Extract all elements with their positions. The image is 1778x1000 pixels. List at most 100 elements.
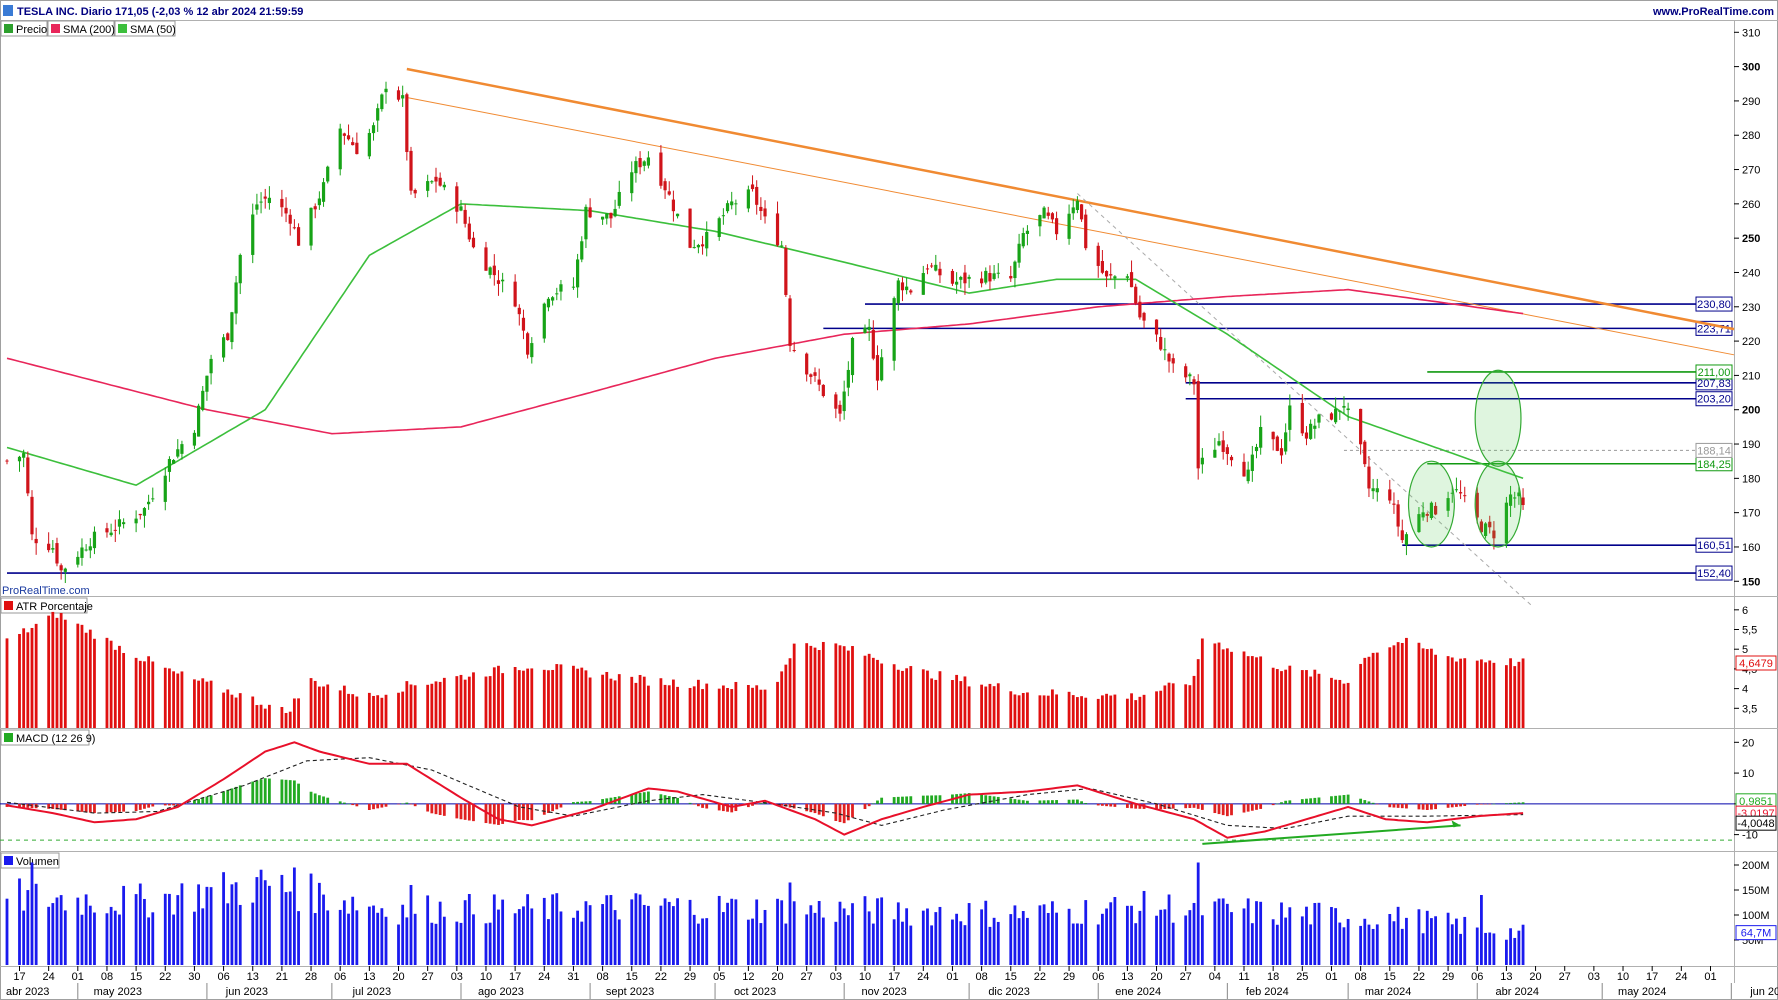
x-tick-label: 15 xyxy=(1005,971,1017,983)
volume-bar xyxy=(1188,910,1192,965)
macd-histogram-bar xyxy=(988,795,992,804)
macd-histogram-bar xyxy=(326,797,330,804)
macd-histogram-bar xyxy=(367,803,371,810)
atr-bar xyxy=(817,650,821,728)
macd-histogram-bar xyxy=(992,796,996,804)
atr-bar xyxy=(580,667,584,728)
candle-body xyxy=(84,549,88,551)
macd-histogram-bar xyxy=(209,795,213,804)
macd-histogram-bar xyxy=(1459,803,1462,807)
candle-body xyxy=(921,273,925,295)
atr-bar xyxy=(1509,658,1512,728)
macd-histogram-bar xyxy=(672,797,675,804)
candle-body xyxy=(521,317,526,331)
candle-body xyxy=(551,297,555,301)
atr-bar xyxy=(1113,694,1117,728)
macd-histogram-bar xyxy=(309,791,313,804)
volume-bar xyxy=(1509,928,1512,965)
volume-bar xyxy=(472,914,475,965)
volume-bar xyxy=(1271,919,1275,965)
volume-bar xyxy=(692,914,696,965)
atr-bar xyxy=(63,619,67,728)
candle-body xyxy=(688,208,692,248)
atr-bar xyxy=(1342,683,1346,728)
volume-bar xyxy=(1246,898,1250,965)
candle-body xyxy=(1038,215,1042,227)
atr-bar xyxy=(751,687,754,728)
macd-histogram-bar xyxy=(1425,803,1429,810)
divergence-arrow-line xyxy=(1202,824,1461,845)
atr-bar xyxy=(1013,694,1017,728)
macd-histogram-bar xyxy=(1138,803,1142,809)
x-tick-label: 20 xyxy=(1150,971,1162,983)
macd-histogram-bar xyxy=(1080,801,1083,804)
candle-body xyxy=(588,207,592,218)
volume-bar xyxy=(205,886,209,965)
candle-body xyxy=(805,353,809,375)
volume-bar xyxy=(672,906,675,965)
macd-histogram-bar xyxy=(842,803,846,824)
macd-histogram-bar xyxy=(809,803,813,813)
highlight-ellipse-0 xyxy=(1407,460,1455,548)
macd-legend: MACD (12 26 9) xyxy=(0,729,95,746)
price-tick-label: 300 xyxy=(1742,62,1760,74)
macd-histogram-bar xyxy=(1051,800,1054,804)
candle-body xyxy=(838,404,842,414)
macd-histogram-bar xyxy=(1446,803,1450,808)
macd-histogram-bar xyxy=(759,803,763,804)
macd-histogram-bar xyxy=(663,795,667,804)
candle-body xyxy=(196,405,201,437)
candle-body xyxy=(1363,441,1367,465)
atr-bar xyxy=(88,629,92,728)
atr-bar xyxy=(992,686,996,728)
macd-histogram-bar xyxy=(1392,803,1396,808)
volume-legend-swatch xyxy=(4,856,13,865)
atr-bar xyxy=(717,688,721,728)
x-tick-label: 06 xyxy=(217,971,229,983)
site-link[interactable]: www.ProRealTime.com xyxy=(1652,6,1774,18)
atr-bar xyxy=(80,624,84,728)
volume-bar xyxy=(376,912,380,965)
atr-bar xyxy=(1055,694,1058,728)
macd-histogram-bar xyxy=(717,803,721,811)
candle-body xyxy=(763,208,767,217)
volume-bar xyxy=(55,897,59,965)
macd-histogram-bar xyxy=(1230,803,1233,816)
candle-body xyxy=(1404,534,1409,546)
volume-bar xyxy=(105,913,109,965)
volume-bar xyxy=(384,916,388,965)
atr-bar xyxy=(1125,698,1129,728)
volume-bar xyxy=(322,894,325,965)
candle-body xyxy=(980,278,984,284)
macd-histogram-bar xyxy=(1434,803,1437,810)
volume-bar xyxy=(809,905,813,965)
x-tick-label: 01 xyxy=(1325,971,1337,983)
candle-body xyxy=(405,94,409,153)
candle-body xyxy=(326,166,330,182)
volume-bar xyxy=(26,890,30,965)
macd-histogram-bar xyxy=(813,803,817,814)
macd-histogram-bar xyxy=(1338,795,1342,804)
macd-histogram-bar xyxy=(576,801,580,804)
volume-bar xyxy=(955,913,959,965)
macd-histogram-bar xyxy=(555,803,559,810)
candle-body xyxy=(413,189,417,194)
candle-body xyxy=(51,548,55,550)
candle-body xyxy=(1046,212,1050,216)
macd-histogram-bar xyxy=(588,801,592,804)
atr-bar xyxy=(555,664,559,728)
volume-bar xyxy=(397,924,400,965)
volume-bar xyxy=(292,867,296,965)
atr-bar xyxy=(1400,642,1404,728)
macd-histogram-bar xyxy=(1405,803,1408,809)
volume-bar xyxy=(1196,862,1200,965)
candle-body xyxy=(192,432,197,446)
atr-bar xyxy=(526,668,530,728)
candle-body xyxy=(1104,270,1109,277)
candle-body xyxy=(1142,312,1146,321)
volume-bar xyxy=(263,880,267,965)
candle-body xyxy=(259,201,263,203)
macd-histogram-bar xyxy=(1021,800,1025,804)
macd-histogram-bar xyxy=(1509,802,1512,804)
atr-bar xyxy=(1305,670,1308,728)
